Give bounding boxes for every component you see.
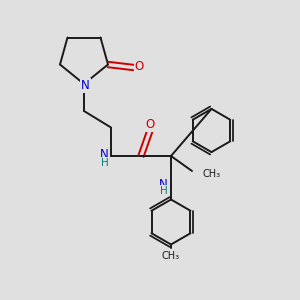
Text: CH₃: CH₃ [162, 251, 180, 261]
Text: H: H [100, 158, 108, 168]
Text: O: O [146, 118, 154, 131]
Text: CH₃: CH₃ [202, 169, 220, 179]
Text: H: H [160, 186, 167, 196]
Text: N: N [100, 148, 109, 161]
Text: O: O [134, 59, 143, 73]
Text: N: N [81, 79, 90, 92]
Text: N: N [159, 178, 168, 191]
